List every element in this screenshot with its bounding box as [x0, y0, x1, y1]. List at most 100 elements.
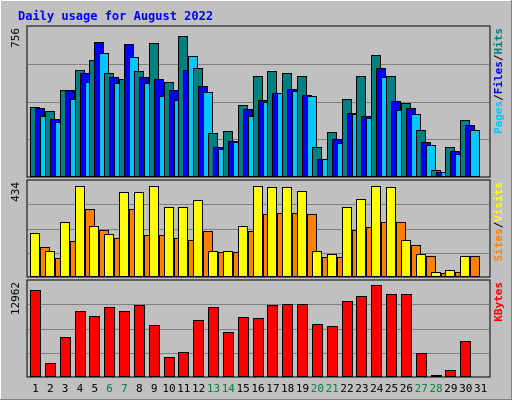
bar-kbytes-day-17: [267, 305, 278, 377]
x-tick-label: 16: [251, 382, 264, 395]
x-tick-label: 3: [62, 382, 69, 395]
bar-kbytes-day-9: [149, 325, 160, 377]
x-tick-label: 10: [162, 382, 175, 395]
bar-visits-day-17: [267, 187, 277, 277]
x-tick-label: 12: [192, 382, 205, 395]
x-tick-label: 22: [340, 382, 353, 395]
bar-visits-day-12: [193, 200, 203, 277]
bar-visits-day-2: [45, 251, 55, 277]
bar-visits-day-13: [208, 251, 218, 277]
bar-kbytes-day-30: [460, 341, 471, 377]
legend-entry-visits: Visits: [492, 182, 505, 222]
x-tick-label: 13: [207, 382, 220, 395]
legend-entry-sites: Sites: [492, 228, 505, 261]
bar-kbytes-day-29: [445, 370, 456, 377]
bar-visits-day-1: [30, 233, 40, 277]
x-tick-label: 15: [237, 382, 250, 395]
x-tick-label: 21: [326, 382, 339, 395]
bar-visits-day-16: [253, 186, 263, 277]
x-tick-label: 9: [151, 382, 158, 395]
bar-visits-day-10: [164, 207, 174, 277]
y-max-label: 756: [9, 28, 22, 48]
bar-visits-day-27: [416, 254, 426, 277]
bar-visits-day-26: [401, 240, 411, 277]
legend-entry-kbytes: KBytes: [492, 282, 505, 322]
bar-visits-day-28: [431, 272, 441, 277]
x-tick-label: 19: [296, 382, 309, 395]
legend-separator: /: [492, 94, 505, 101]
bar-visits-day-23: [356, 199, 366, 277]
bar-visits-day-22: [342, 207, 352, 277]
bar-kbytes-day-25: [386, 294, 397, 377]
bar-visits-day-5: [89, 226, 99, 277]
bar-kbytes-day-2: [45, 363, 56, 377]
chart-title: Daily usage for August 2022: [18, 9, 213, 23]
bar-kbytes-day-5: [89, 316, 100, 377]
x-tick-label: 2: [47, 382, 54, 395]
bar-kbytes-day-11: [178, 352, 189, 377]
x-tick-label: 24: [370, 382, 384, 395]
bar-kbytes-day-15: [238, 317, 249, 377]
bar-kbytes-day-19: [297, 304, 308, 377]
bar-visits-day-21: [327, 254, 337, 277]
bar-visits-day-29: [445, 270, 455, 277]
x-tick-label: 8: [136, 382, 143, 395]
bar-kbytes-day-14: [223, 332, 234, 377]
bar-kbytes-day-22: [342, 301, 353, 377]
bar-visits-day-30: [460, 256, 470, 277]
bar-visits-day-11: [178, 207, 188, 277]
x-tick-label: 18: [281, 382, 294, 395]
bar-visits-day-6: [104, 234, 114, 277]
bar-kbytes-day-16: [253, 318, 264, 377]
x-tick-label: 4: [77, 382, 84, 395]
bar-visits-day-3: [60, 222, 70, 277]
bar-kbytes-day-7: [119, 311, 130, 377]
legend-entry-files: Files: [492, 61, 505, 94]
bar-sites-day-30: [470, 256, 480, 277]
x-tick-label: 29: [444, 382, 457, 395]
bar-kbytes-day-8: [134, 305, 145, 377]
bar-kbytes-day-21: [327, 326, 338, 377]
bar-kbytes-day-1: [30, 290, 41, 377]
bar-kbytes-day-27: [416, 353, 427, 377]
legend: Pages/Files/Hits: [492, 28, 505, 134]
bar-kbytes-day-13: [208, 307, 219, 377]
bar-visits-day-19: [297, 191, 307, 277]
bar-visits-day-15: [238, 226, 248, 277]
bar-kbytes-day-3: [60, 337, 71, 377]
x-tick-label: 11: [177, 382, 190, 395]
bar-pages-day-30: [470, 130, 480, 177]
bar-visits-day-25: [386, 187, 396, 277]
bar-kbytes-day-26: [401, 294, 412, 377]
legend: KBytes: [492, 282, 505, 322]
bar-visits-day-4: [75, 186, 85, 277]
bar-kbytes-day-24: [371, 285, 382, 377]
panel-2: 434 Sites/Visits: [9, 179, 505, 278]
y-max-label: 434: [9, 182, 22, 202]
legend-separator: /: [492, 221, 505, 228]
y-max-label: 12962: [9, 282, 22, 315]
legend: Sites/Visits: [492, 182, 505, 262]
x-tick-label: 14: [222, 382, 236, 395]
bar-visits-day-8: [134, 192, 144, 277]
bar-kbytes-day-10: [164, 357, 175, 377]
legend-entry-pages: Pages: [492, 101, 505, 134]
bar-kbytes-day-28: [431, 375, 442, 377]
x-tick-label: 5: [91, 382, 98, 395]
bar-kbytes-day-4: [75, 311, 86, 377]
x-tick-label: 31: [474, 382, 487, 395]
bar-kbytes-day-23: [356, 296, 367, 377]
x-tick-label: 6: [106, 382, 113, 395]
x-tick-label: 25: [385, 382, 398, 395]
panel-1: 756 Pages/Files/Hits: [9, 25, 505, 178]
x-tick-label: 1: [32, 382, 39, 395]
x-tick-label: 17: [266, 382, 279, 395]
bar-visits-day-14: [223, 251, 233, 277]
panel-3: 12962 KBytes: [9, 279, 505, 378]
bar-visits-day-24: [371, 186, 381, 277]
x-axis-tick-labels: 1 2 3 4 5 6 7 8 9 10 11 12 13 14 15 16 17 18 19 20 21 22 23 24 2…: [32, 382, 487, 395]
bar-kbytes-day-6: [104, 307, 115, 377]
bar-visits-day-18: [282, 187, 292, 277]
